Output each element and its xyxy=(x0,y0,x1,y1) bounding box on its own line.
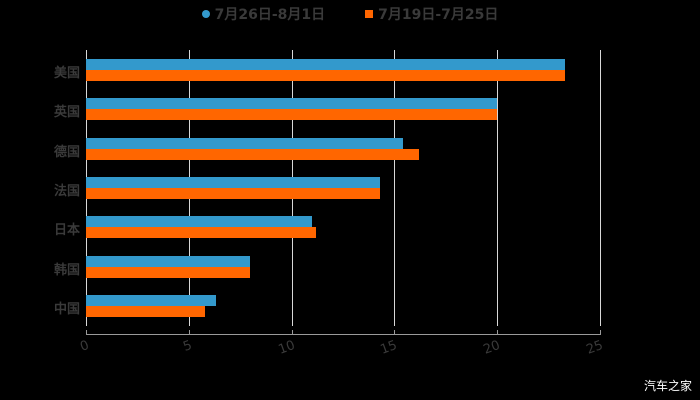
y-category-label: 美国 xyxy=(53,66,80,81)
circle-marker-icon xyxy=(201,10,210,18)
x-tick-label: 5 xyxy=(181,338,195,355)
legend-label: 7月26日-8月1日 xyxy=(214,7,326,23)
y-category-label: 法国 xyxy=(53,183,80,199)
bar[interactable] xyxy=(86,137,403,149)
y-category-label: 中国 xyxy=(53,301,80,317)
x-tick-label: 20 xyxy=(481,338,503,358)
bar[interactable] xyxy=(86,305,206,317)
x-tick xyxy=(497,330,498,335)
x-axis xyxy=(86,334,600,335)
bar[interactable] xyxy=(86,227,317,239)
x-tick xyxy=(394,330,395,335)
legend-item-series-1[interactable]: 7月26日-8月1日 xyxy=(201,4,326,24)
legend-item-series-2[interactable]: 7月19日-7月25日 xyxy=(365,4,498,24)
bar[interactable] xyxy=(86,59,566,70)
x-tick-label: 10 xyxy=(276,338,298,358)
square-marker-icon xyxy=(365,10,374,18)
watermark: 汽车之家 xyxy=(643,379,692,393)
x-tick xyxy=(292,330,293,335)
bar[interactable] xyxy=(86,176,380,188)
bar[interactable] xyxy=(86,266,251,278)
bar[interactable] xyxy=(86,216,313,228)
gridline xyxy=(600,50,601,326)
legend-label: 7月19日-7月25日 xyxy=(378,7,499,23)
bar[interactable] xyxy=(86,255,251,267)
bar[interactable] xyxy=(86,98,498,110)
x-tick xyxy=(189,330,190,335)
x-tick xyxy=(600,330,601,335)
x-tick-label: 25 xyxy=(584,338,606,358)
x-tick-label: 0 xyxy=(78,338,92,355)
y-category-label: 日本 xyxy=(53,223,80,239)
y-category-label: 英国 xyxy=(53,105,80,121)
y-category-label: 韩国 xyxy=(53,262,80,278)
x-tick-label: 15 xyxy=(378,338,400,358)
bar[interactable] xyxy=(86,294,216,306)
gridline xyxy=(497,50,498,326)
bar[interactable] xyxy=(86,70,566,81)
bar[interactable] xyxy=(86,148,420,160)
gridline xyxy=(394,50,395,326)
bar[interactable] xyxy=(86,109,498,121)
bar[interactable] xyxy=(86,187,380,199)
legend: 7月26日-8月1日 7月19日-7月25日 xyxy=(0,4,700,24)
x-tick xyxy=(86,330,87,335)
y-category-label: 德国 xyxy=(53,144,80,160)
